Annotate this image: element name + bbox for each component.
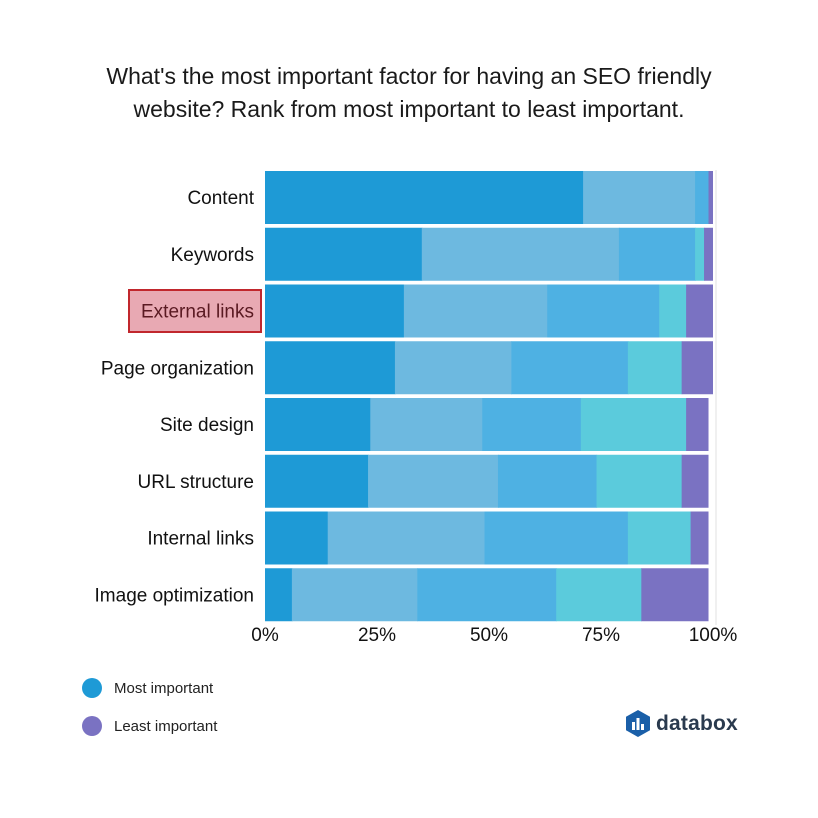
bar-segment-internal-links-rank-5 bbox=[690, 511, 709, 565]
bar-segment-external-links-rank-3 bbox=[547, 284, 660, 338]
bar-segment-page-organization-rank-5 bbox=[681, 341, 713, 395]
category-label-external-links: External links bbox=[141, 302, 254, 323]
bar-segment-url-structure-rank-5 bbox=[681, 454, 709, 508]
bar-segment-internal-links-rank-4 bbox=[627, 511, 692, 565]
category-label-internal-links: Internal links bbox=[147, 529, 254, 550]
category-highlight-box bbox=[128, 289, 262, 333]
databox-logo: databox bbox=[626, 710, 738, 737]
bar-segment-image-optimization-rank-2 bbox=[291, 568, 418, 622]
bar-segment-url-structure-rank-4 bbox=[596, 454, 683, 508]
legend-item-least-important: Least important bbox=[82, 716, 217, 736]
bar-segment-internal-links-rank-3 bbox=[484, 511, 629, 565]
databox-logo-icon bbox=[626, 710, 650, 737]
bar-segment-keywords-rank-5 bbox=[704, 227, 713, 281]
databox-logo-text: databox bbox=[656, 711, 738, 735]
bar-segment-site-design-rank-4 bbox=[580, 398, 687, 451]
bar-segment-external-links-rank-1 bbox=[265, 284, 405, 338]
category-label-url-structure: URL structure bbox=[138, 472, 255, 493]
category-label-page-organization: Page organization bbox=[101, 358, 254, 379]
bar-segment-image-optimization-rank-4 bbox=[556, 568, 642, 622]
bar-segment-content-rank-1 bbox=[265, 171, 584, 224]
bar-segment-content-rank-2 bbox=[583, 171, 696, 224]
bar-segment-url-structure-rank-3 bbox=[497, 454, 598, 508]
legend-label-least-important: Least important bbox=[114, 717, 218, 735]
bar-segment-keywords-rank-4 bbox=[695, 227, 705, 281]
chart-title: What's the most important factor for hav… bbox=[40, 60, 778, 126]
bar-segment-site-design-rank-1 bbox=[265, 398, 371, 451]
legend-item-most-important: Most important bbox=[82, 678, 213, 698]
bar-segment-keywords-rank-3 bbox=[618, 227, 696, 281]
bar-segment-content-rank-5 bbox=[708, 171, 713, 224]
bar-segment-external-links-rank-2 bbox=[403, 284, 548, 338]
bar-segment-page-organization-rank-2 bbox=[394, 341, 512, 395]
x-tick-label-100: 100% bbox=[689, 625, 738, 646]
legend-swatch-most-important bbox=[82, 678, 102, 698]
bar-segment-url-structure-rank-2 bbox=[368, 454, 499, 508]
bar-segment-external-links-rank-4 bbox=[659, 284, 687, 338]
legend-swatch-least-important bbox=[82, 716, 102, 736]
bar-segment-keywords-rank-1 bbox=[265, 227, 423, 281]
category-label-site-design: Site design bbox=[160, 415, 254, 436]
bar-segment-site-design-rank-3 bbox=[482, 398, 582, 451]
bar-segment-internal-links-rank-2 bbox=[327, 511, 486, 565]
bar-segment-image-optimization-rank-3 bbox=[417, 568, 557, 622]
bar-segment-external-links-rank-5 bbox=[686, 284, 713, 338]
chart-title-line-2: website? Rank from most important to lea… bbox=[133, 96, 685, 122]
bar-segment-content-rank-3 bbox=[695, 171, 710, 224]
bar-segment-site-design-rank-2 bbox=[370, 398, 483, 451]
bar-segment-url-structure-rank-1 bbox=[265, 454, 369, 508]
bar-segment-internal-links-rank-1 bbox=[265, 511, 329, 565]
x-tick-label-0: 0% bbox=[251, 625, 279, 646]
x-tick-label-75: 75% bbox=[582, 625, 620, 646]
bar-segment-image-optimization-rank-1 bbox=[265, 568, 293, 622]
x-tick-label-50: 50% bbox=[470, 625, 508, 646]
bar-segment-page-organization-rank-1 bbox=[265, 341, 396, 395]
bar-segment-image-optimization-rank-5 bbox=[641, 568, 709, 622]
category-label-content: Content bbox=[187, 188, 254, 209]
legend-label-most-important: Most important bbox=[114, 679, 214, 697]
category-label-image-optimization: Image optimization bbox=[95, 585, 254, 606]
bar-segment-keywords-rank-2 bbox=[421, 227, 620, 281]
bar-segment-page-organization-rank-4 bbox=[627, 341, 683, 395]
bar-segment-page-organization-rank-3 bbox=[511, 341, 629, 395]
chart-title-line-1: What's the most important factor for hav… bbox=[106, 63, 712, 89]
x-tick-label-25: 25% bbox=[358, 625, 396, 646]
bar-segment-site-design-rank-5 bbox=[686, 398, 709, 451]
category-label-keywords: Keywords bbox=[171, 245, 254, 266]
